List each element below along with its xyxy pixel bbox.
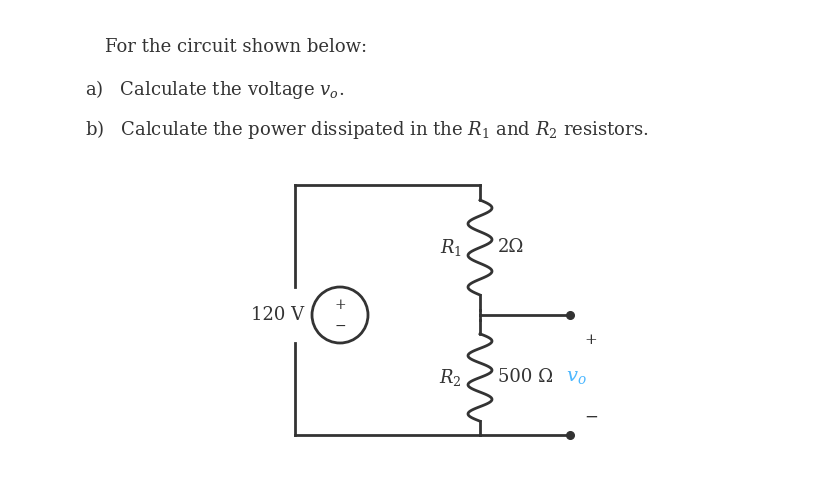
Text: +: + bbox=[584, 333, 597, 347]
Text: −: − bbox=[334, 319, 346, 333]
Text: For the circuit shown below:: For the circuit shown below: bbox=[105, 38, 367, 56]
Text: 500 Ω: 500 Ω bbox=[498, 368, 553, 386]
Text: +: + bbox=[334, 298, 346, 312]
Text: b)   Calculate the power dissipated in the $R_1$ and $R_2$ resistors.: b) Calculate the power dissipated in the… bbox=[85, 118, 648, 141]
Text: $v_o$: $v_o$ bbox=[566, 368, 587, 386]
Text: a)   Calculate the voltage $v_o$.: a) Calculate the voltage $v_o$. bbox=[85, 78, 344, 101]
Text: 2Ω: 2Ω bbox=[498, 238, 525, 256]
Text: 120 V: 120 V bbox=[251, 306, 304, 324]
Text: $R_2$: $R_2$ bbox=[439, 367, 462, 388]
Text: $R_1$: $R_1$ bbox=[440, 237, 462, 258]
Text: −: − bbox=[584, 408, 598, 426]
